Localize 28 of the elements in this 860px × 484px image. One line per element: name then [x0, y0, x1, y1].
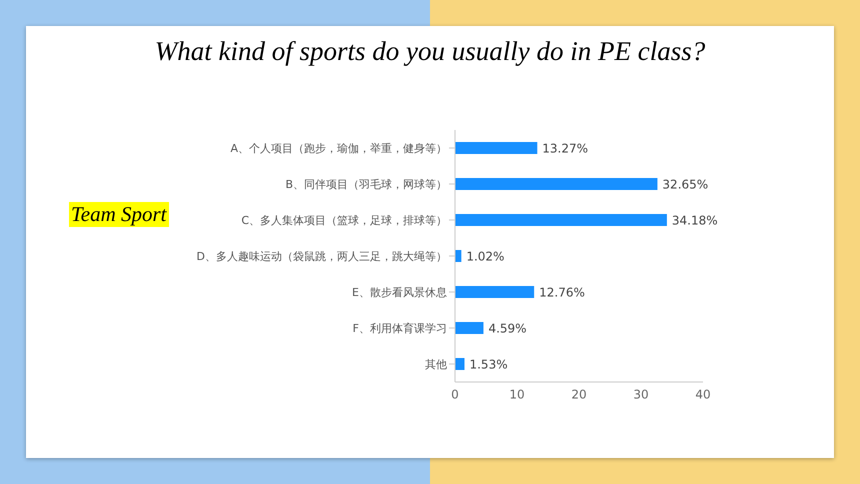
data-label: 1.53% — [469, 357, 508, 372]
bar — [455, 142, 538, 154]
bar — [455, 322, 484, 334]
x-tick-label: 10 — [509, 388, 525, 402]
bar — [455, 250, 462, 262]
data-label: 4.59% — [488, 321, 527, 336]
data-label: 1.02% — [466, 249, 504, 264]
y-tick-label: E、散步看风景休息 — [352, 286, 447, 299]
y-tick-label: B、同伴项目（羽毛球，网球等） — [285, 178, 447, 191]
x-tick-label: 0 — [451, 388, 459, 402]
x-tick-label: 20 — [571, 388, 587, 402]
data-label: 32.65% — [662, 177, 708, 192]
x-tick-label: 30 — [633, 388, 649, 402]
y-tick-label: A、个人项目（跑步，瑜伽，举重，健身等） — [230, 142, 447, 155]
y-tick-label: D、多人趣味运动（袋鼠跳，两人三足，跳大绳等） — [196, 250, 447, 263]
bar — [455, 178, 658, 190]
data-label: 34.18% — [672, 213, 718, 228]
data-label: 13.27% — [542, 141, 588, 156]
x-tick-label: 40 — [695, 388, 711, 402]
bar — [455, 286, 534, 298]
bar — [455, 358, 464, 370]
bar — [455, 214, 667, 226]
data-label: 12.76% — [539, 285, 585, 300]
y-tick-label: C、多人集体项目（篮球，足球，排球等） — [241, 214, 447, 227]
y-tick-label: F、利用体育课学习 — [352, 322, 447, 335]
chart-title: What kind of sports do you usually do in PE class? — [154, 36, 706, 67]
text: Team Sport — [69, 202, 168, 227]
y-tick-label: 其他 — [425, 358, 447, 371]
